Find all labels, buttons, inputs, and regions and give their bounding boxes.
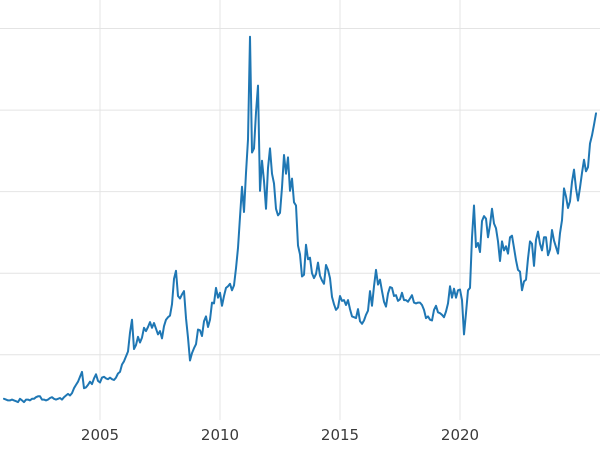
x-tick-label: 2005 [81, 426, 119, 444]
x-axis-labels: 2005 2010 2015 2020 [81, 426, 479, 444]
x-tick-label: 2015 [321, 426, 359, 444]
price-line-group [3, 35, 597, 404]
x-tick-label: 2010 [201, 426, 239, 444]
gridlines [0, 0, 600, 420]
price-line [3, 35, 597, 404]
x-tick-label: 2020 [441, 426, 479, 444]
